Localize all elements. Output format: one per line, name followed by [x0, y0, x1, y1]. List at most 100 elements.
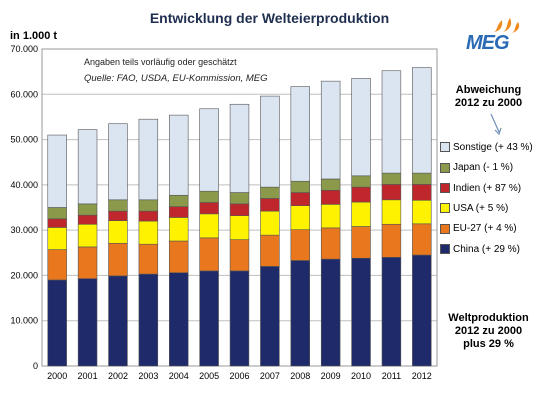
bar-segment — [47, 207, 67, 220]
bar-segment — [290, 205, 310, 230]
bar-segment — [260, 266, 280, 367]
bar-segment — [412, 254, 432, 367]
legend-item: EU-27 (+ 4 %) — [440, 223, 517, 234]
bar-segment — [320, 189, 341, 205]
legend-swatch — [440, 162, 450, 173]
chart-title: Entwicklung der Welteierproduktion — [149, 10, 390, 26]
meg-logo: MEG — [466, 18, 526, 58]
legend-label: China (+ 29 %) — [453, 243, 520, 255]
bar-segment — [412, 67, 432, 174]
bar-segment — [320, 204, 341, 229]
legend-label: Sonstige (+ 43 %) — [453, 142, 533, 153]
legend-swatch — [440, 203, 450, 214]
bar-segment — [47, 279, 67, 367]
legend-item: Indien (+ 87 %) — [440, 183, 521, 194]
bar-segment — [47, 227, 67, 250]
bar-segment — [320, 80, 341, 180]
bar-segment — [351, 175, 371, 188]
bar-segment — [351, 186, 371, 203]
bar-segment — [381, 172, 402, 185]
x-tick-label: 2009 — [321, 371, 341, 381]
bar-segment — [199, 270, 219, 367]
bar-segment — [412, 172, 432, 185]
bar-segment — [290, 192, 310, 206]
bar-segment — [169, 194, 189, 207]
bar-segment — [138, 118, 159, 201]
bar-segment — [138, 220, 159, 245]
legend-item: China (+ 29 %) — [440, 244, 520, 255]
bar-segment — [77, 214, 98, 225]
bar-segment — [351, 257, 371, 367]
bar-segment — [351, 201, 371, 227]
legend-item: Sonstige (+ 43 %) — [440, 142, 533, 153]
legend-swatch — [440, 243, 450, 254]
bar-segment — [381, 199, 402, 225]
summary-text: Weltproduktion 2012 zu 2000 plus 29 % — [438, 312, 539, 351]
x-tick-label: 2011 — [382, 371, 401, 381]
summary-line3: plus 29 % — [463, 338, 514, 350]
bar-segment — [320, 227, 341, 260]
bar-segment — [260, 210, 280, 236]
x-tick-label: 2002 — [108, 371, 128, 381]
x-tick-label: 2006 — [229, 371, 249, 381]
bar-segment — [169, 217, 189, 242]
bar-segment — [108, 199, 128, 212]
bar-segment — [138, 243, 159, 275]
bar-segment — [108, 123, 128, 201]
logo-text: MEG — [466, 32, 510, 54]
bar-segment — [199, 108, 219, 192]
legend-item: Japan (- 1 %) — [440, 162, 513, 173]
bar-segment — [381, 70, 402, 174]
bar-segment — [412, 184, 432, 201]
bar-segment — [138, 199, 159, 212]
bar-segment — [169, 272, 189, 367]
bar-segment — [260, 186, 280, 199]
legend-label: Japan (- 1 %) — [453, 162, 514, 174]
y-tick-label: 20.000 — [10, 270, 38, 280]
y-tick-label: 10.000 — [10, 316, 38, 326]
bar-segment — [77, 246, 98, 279]
note-estimates: Angaben teils vorläufig oder geschätzt — [84, 57, 237, 67]
bar-segment — [169, 206, 189, 218]
summary-line2: 2012 zu 2000 — [454, 325, 523, 337]
bar-segment — [351, 226, 371, 259]
x-tick-label: 2010 — [351, 371, 371, 381]
bar-segment — [351, 78, 371, 177]
bar-segment — [320, 178, 341, 191]
bar-segment — [412, 223, 432, 256]
bar-segment — [138, 210, 159, 222]
bar-segment — [229, 270, 250, 367]
bar-segment — [77, 129, 98, 205]
legend-label: USA (+ 5 %) — [453, 202, 509, 214]
legend-label: EU-27 (+ 4 %) — [453, 223, 517, 235]
y-tick-label: 60.000 — [10, 89, 38, 99]
x-tick-label: 2003 — [138, 371, 158, 381]
bar-segment — [47, 249, 67, 281]
bar-segment — [199, 237, 219, 272]
bar-segment — [47, 134, 67, 208]
legend-arrow-head — [494, 127, 502, 136]
bar-segment — [138, 273, 159, 367]
legend-title: Abweichung 2012 zu 2000 — [438, 84, 539, 110]
summary-line1: Weltproduktion — [448, 312, 529, 324]
bar-segment — [199, 213, 219, 239]
bar-segment — [260, 198, 280, 212]
x-tick-label: 2004 — [169, 371, 189, 381]
bar-segment — [229, 203, 250, 216]
bar-segment — [290, 180, 310, 193]
x-tick-label: 2000 — [47, 371, 67, 381]
bar-segment — [47, 218, 67, 228]
x-tick-label: 2012 — [412, 371, 432, 381]
bar-segment — [229, 215, 250, 240]
bar-segment — [77, 203, 98, 216]
bar-segment — [260, 95, 280, 188]
legend-swatch — [440, 142, 450, 153]
bar-segment — [290, 229, 310, 261]
bar-segment — [290, 86, 310, 182]
y-axis-unit-label: in 1.000 t — [10, 30, 58, 42]
bar-segment — [290, 260, 310, 367]
bar-segment — [77, 223, 98, 248]
flame-icon — [494, 18, 520, 33]
